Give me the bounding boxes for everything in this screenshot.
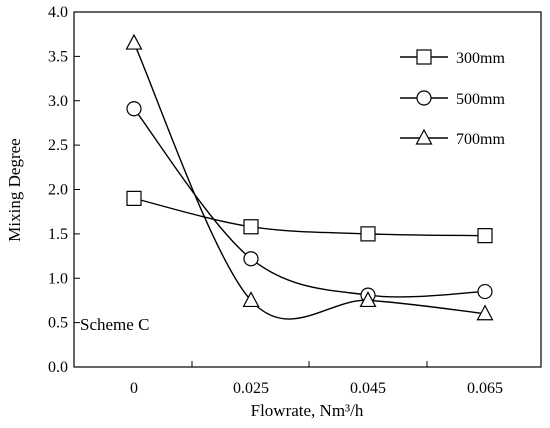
y-tick-label: 2.5	[48, 137, 68, 154]
y-tick-label: 1.0	[48, 270, 68, 287]
legend-label: 300mm	[456, 50, 505, 67]
data-point-square	[360, 226, 376, 242]
data-point-circle	[126, 101, 142, 117]
y-tick-label: 0.5	[48, 315, 68, 332]
y-tick-label: 2.0	[48, 182, 68, 199]
data-point-circle	[243, 251, 259, 267]
data-point-triangle	[476, 304, 494, 321]
y-tick-label: 0.0	[48, 359, 68, 376]
legend-marker-square	[416, 49, 432, 65]
y-axis: 0.0 0.5 1.0 1.5 2.0 2.5 3.0 3.5 4.0	[48, 4, 80, 376]
series-layer	[125, 33, 494, 321]
x-axis: 0 0.025 0.045 0.065	[73, 361, 542, 397]
data-point-triangle	[125, 33, 143, 50]
legend-label: 500mm	[456, 91, 505, 108]
legend-marker-triangle	[415, 128, 433, 145]
legend-item: 500mm	[400, 90, 505, 108]
series-line	[133, 197, 486, 237]
data-point-square	[477, 228, 493, 244]
data-point-square	[126, 190, 142, 206]
y-axis-title: Mixing Degree	[5, 138, 24, 241]
data-point-square	[243, 219, 259, 235]
series-line	[133, 42, 486, 320]
x-tick-label: 0.045	[350, 380, 386, 397]
legend-marker-circle	[416, 90, 432, 106]
legend-item: 700mm	[400, 128, 505, 148]
data-point-triangle	[359, 291, 377, 308]
x-axis-title: Flowrate, Nm³/h	[251, 401, 364, 420]
x-tick-label: 0.065	[467, 380, 503, 397]
series-500mm	[126, 101, 493, 303]
series-300mm	[126, 190, 493, 244]
series-700mm	[125, 33, 494, 321]
y-tick-label: 1.5	[48, 226, 68, 243]
y-tick-label: 3.0	[48, 93, 68, 110]
series-line	[133, 108, 486, 298]
legend: 300mm 500mm 700mm	[400, 49, 505, 148]
data-point-triangle	[242, 291, 260, 308]
y-tick-label: 4.0	[48, 4, 68, 21]
y-tick-label: 3.5	[48, 48, 68, 65]
data-point-circle	[477, 283, 493, 300]
legend-item: 300mm	[400, 49, 505, 67]
x-tick-label: 0	[130, 380, 138, 397]
x-tick-label: 0.025	[233, 380, 269, 397]
legend-label: 700mm	[456, 131, 505, 148]
scheme-annotation: Scheme C	[80, 315, 149, 334]
